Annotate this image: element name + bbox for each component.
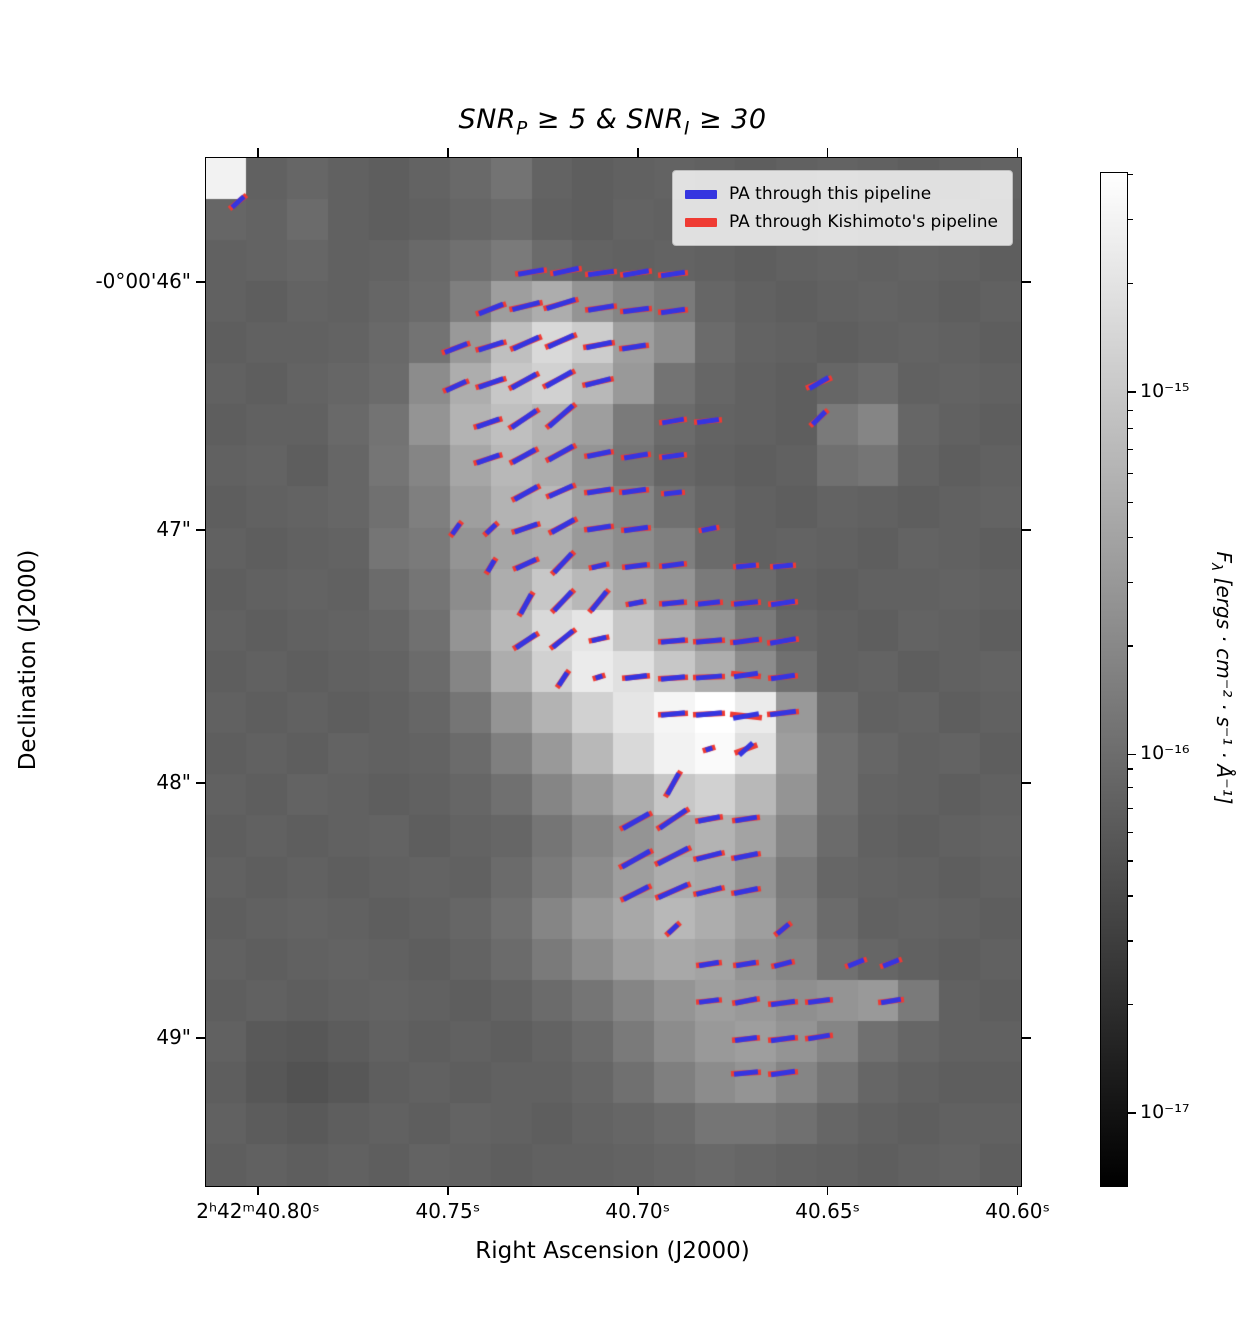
heatmap-canvas [206, 158, 1021, 1186]
y-tick-label: 47" [156, 517, 191, 542]
y-tick-mark-right [1022, 782, 1031, 784]
y-axis-label: Declination (J2000) [15, 549, 41, 771]
x-axis-label: Right Ascension (J2000) [475, 1238, 750, 1264]
y-tick-label: -0°00'46" [95, 269, 191, 293]
y-tick-mark-right [1022, 281, 1031, 283]
plot-title: SNRP ≥ 5 & SNRI ≥ 30 [205, 104, 1020, 139]
x-tick-label: 40.75ˢ [415, 1199, 481, 1223]
plot-area: PA through this pipeline PA through Kish… [205, 157, 1022, 1187]
colorbar-minor-tick-mark [1128, 860, 1133, 862]
title-text: SNR [458, 104, 517, 135]
title-sub-p: P [516, 118, 528, 140]
colorbar [1100, 172, 1128, 1187]
colorbar-minor-tick-mark [1128, 449, 1133, 451]
x-tick-mark [637, 1186, 639, 1195]
colorbar-minor-tick-mark [1128, 219, 1133, 221]
x-tick-mark [447, 1186, 449, 1195]
y-tick-mark [196, 281, 205, 283]
legend-entry-kishimoto-pipeline: PA through Kishimoto's pipeline [684, 208, 998, 236]
y-tick-mark [196, 782, 205, 784]
colorbar-tick-mark [1128, 391, 1136, 393]
colorbar-minor-tick-mark [1128, 581, 1133, 583]
y-tick-mark [196, 1037, 205, 1039]
x-tick-mark-top [447, 148, 449, 157]
legend-label: PA through Kishimoto's pipeline [728, 212, 998, 232]
y-tick-mark-right [1022, 1037, 1031, 1039]
x-tick-mark [257, 1186, 259, 1195]
colorbar-minor-tick-mark [1128, 428, 1133, 430]
colorbar-axis-label: Fλ [ergs · cm⁻² · s⁻¹ · Å⁻¹] [1208, 552, 1236, 805]
x-tick-mark-top [637, 148, 639, 157]
legend-swatch-red [684, 217, 717, 227]
y-tick-mark [196, 529, 205, 531]
colorbar-minor-tick-mark [1128, 536, 1133, 538]
colorbar-tick-label: 10⁻¹⁵ [1140, 379, 1190, 402]
legend: PA through this pipeline PA through Kish… [671, 170, 1013, 246]
legend-swatch-blue [684, 189, 717, 199]
colorbar-tick-mark [1128, 1112, 1136, 1114]
colorbar-minor-tick-mark [1128, 786, 1133, 788]
colorbar-minor-tick-mark [1128, 174, 1133, 176]
y-tick-mark-right [1022, 529, 1031, 531]
x-tick-mark-top [257, 148, 259, 157]
colorbar-tick-label: 10⁻¹⁷ [1140, 1101, 1190, 1124]
legend-entry-this-pipeline: PA through this pipeline [684, 180, 998, 208]
legend-label: PA through this pipeline [728, 184, 932, 204]
colorbar-label-units: [ergs · cm⁻² · s⁻¹ · Å⁻¹] [1212, 571, 1236, 805]
colorbar-minor-tick-mark [1128, 895, 1133, 897]
x-tick-label: 40.65ˢ [795, 1199, 861, 1223]
colorbar-minor-tick-mark [1128, 940, 1133, 942]
colorbar-minor-tick-mark [1128, 473, 1133, 475]
colorbar-tick-mark [1128, 753, 1136, 756]
colorbar-minor-tick-mark [1128, 1003, 1133, 1006]
colorbar-minor-tick-mark [1128, 282, 1133, 284]
x-tick-mark [826, 1186, 829, 1195]
y-tick-label: 48" [156, 769, 191, 794]
colorbar-tick-label: 10⁻¹⁶ [1140, 742, 1190, 765]
x-tick-label: 40.60ˢ [985, 1199, 1050, 1223]
colorbar-minor-tick-mark [1128, 409, 1133, 411]
title-sub-i: I [683, 118, 690, 140]
colorbar-minor-tick-mark [1128, 768, 1133, 770]
title-text: ≥ 5 & SNR [527, 104, 684, 135]
colorbar-label-sub: λ [1208, 563, 1224, 572]
x-tick-mark [1016, 1186, 1019, 1195]
colorbar-minor-tick-mark [1128, 645, 1133, 647]
x-tick-label: 40.70ˢ [605, 1199, 671, 1223]
colorbar-label-f: F [1212, 551, 1236, 564]
title-text: ≥ 30 [689, 104, 767, 135]
x-tick-mark-top [826, 148, 829, 157]
colorbar-minor-tick-mark [1128, 831, 1133, 834]
colorbar-minor-tick-mark [1128, 807, 1133, 809]
x-tick-mark-top [1016, 148, 1019, 157]
colorbar-minor-tick-mark [1128, 501, 1133, 503]
y-tick-label: 49" [156, 1024, 191, 1049]
x-tick-label: 2ʰ42ᵐ40.80ˢ [196, 1199, 320, 1223]
